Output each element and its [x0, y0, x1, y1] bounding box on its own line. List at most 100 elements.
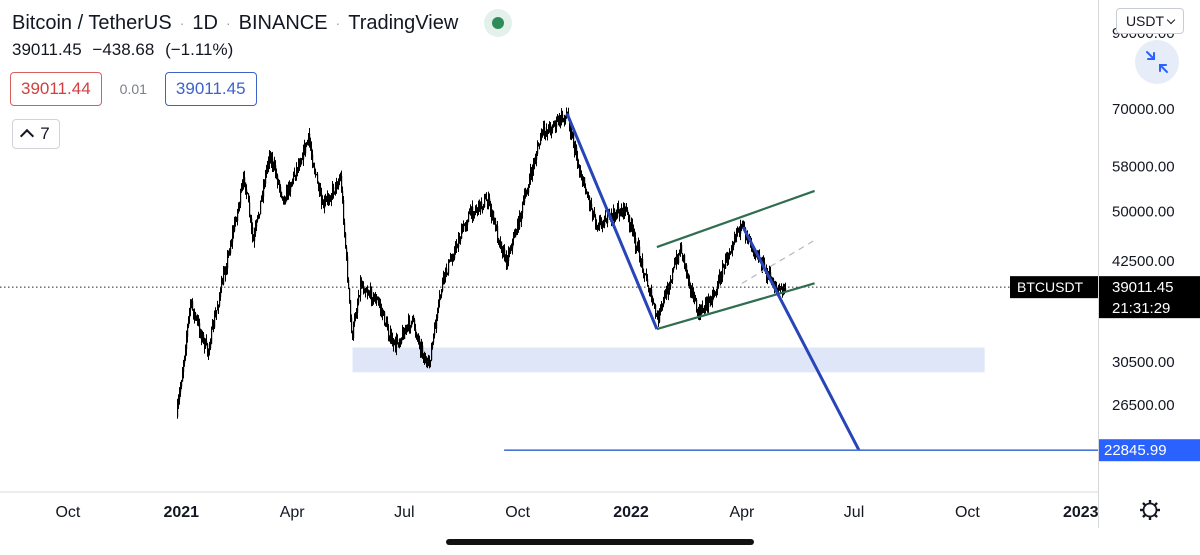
candle-body: [617, 207, 619, 217]
candle-body: [690, 287, 692, 292]
candle-body: [361, 281, 363, 288]
candle-body: [297, 167, 299, 170]
candle-body: [447, 272, 449, 274]
candle-body: [456, 243, 458, 248]
candle-body: [183, 363, 185, 372]
candle-body: [638, 244, 640, 247]
candle-body: [179, 392, 181, 400]
candle-body: [605, 216, 607, 222]
candle-body: [618, 207, 620, 210]
interval[interactable]: 1D: [192, 11, 218, 34]
candle-body: [422, 345, 424, 355]
candle-body: [207, 344, 209, 354]
indicators-toggle-button[interactable]: 7: [12, 119, 60, 149]
candle-body: [321, 194, 323, 204]
candle-body: [305, 142, 307, 154]
candle-body: [610, 213, 612, 215]
candle-body: [353, 322, 355, 338]
candle-body: [219, 296, 221, 306]
candle-body: [276, 174, 278, 176]
candle-body: [401, 337, 403, 344]
candle-body: [659, 309, 661, 322]
candle-body: [706, 300, 708, 304]
candle-body: [693, 291, 695, 302]
candle-body: [709, 297, 711, 299]
candle-body: [593, 211, 595, 216]
candle-body: [200, 332, 202, 334]
candle-body: [320, 188, 322, 195]
candle-body: [531, 170, 533, 176]
candle-body: [372, 301, 374, 303]
sell-price-button[interactable]: 39011.44: [10, 72, 102, 106]
candle-body: [311, 148, 313, 155]
candle-body: [283, 196, 285, 200]
candle-body: [391, 332, 393, 339]
candle-body: [475, 208, 477, 212]
candle-body: [545, 132, 547, 136]
candle-body: [266, 168, 268, 173]
candle-body: [508, 250, 510, 261]
price-change-percent: (−1.11%): [165, 40, 234, 59]
settings-gear-icon[interactable]: [1140, 500, 1160, 520]
candle-body: [735, 237, 737, 239]
candle-body: [667, 287, 669, 294]
candle-body: [224, 272, 226, 275]
candle-body: [471, 206, 473, 215]
candle-body: [388, 330, 390, 336]
candle-body: [212, 323, 214, 329]
candle-body: [481, 201, 483, 207]
candle-body: [440, 295, 442, 297]
candle-body: [620, 213, 622, 217]
candle-body: [439, 296, 441, 302]
candle-body: [252, 227, 254, 238]
candle-body: [304, 146, 306, 154]
candle-body: [657, 315, 659, 317]
candle-body: [521, 212, 523, 221]
candle-body: [615, 214, 617, 221]
candle-body: [198, 321, 200, 324]
candle-body: [302, 159, 304, 161]
candle-body: [592, 208, 594, 216]
candle-body: [192, 301, 194, 310]
candle-body: [639, 246, 641, 261]
candle-body: [423, 354, 425, 360]
candle-body: [199, 323, 201, 334]
candle-body: [541, 133, 543, 135]
candle-body: [783, 285, 785, 293]
currency-select[interactable]: USDT: [1116, 8, 1184, 34]
candle-body: [376, 298, 378, 303]
candle-body: [395, 341, 397, 349]
candle-body: [505, 254, 507, 260]
candle-body: [314, 167, 316, 172]
candle-body: [563, 118, 565, 120]
candle-body: [355, 317, 357, 319]
candle-body: [711, 301, 713, 304]
candle-body: [708, 297, 710, 308]
candle-body: [631, 224, 633, 227]
candle-body: [538, 145, 540, 147]
candle-body: [408, 319, 410, 327]
compress-arrows-button[interactable]: [1135, 40, 1179, 84]
candle-body: [373, 293, 375, 302]
candle-body: [367, 292, 369, 294]
candle-body: [431, 347, 433, 361]
candle-body: [238, 206, 240, 211]
candle-body: [595, 216, 597, 225]
candle-body: [385, 324, 387, 326]
candle-body: [554, 123, 556, 125]
candle-body: [203, 334, 205, 339]
separator: ·: [335, 15, 341, 31]
candle-body: [420, 346, 422, 352]
candle-body: [259, 214, 261, 216]
candle-body: [418, 337, 420, 339]
buy-price-button[interactable]: 39011.45: [164, 72, 257, 106]
candle-body: [315, 171, 317, 175]
candle-body: [658, 315, 660, 322]
candle-body: [413, 316, 415, 320]
price-tick-label: 70000.00: [1112, 101, 1175, 118]
candle-body: [347, 256, 349, 281]
candle-body: [264, 183, 266, 186]
candle-body: [427, 361, 429, 363]
symbol-name[interactable]: Bitcoin / TetherUS: [12, 11, 172, 34]
